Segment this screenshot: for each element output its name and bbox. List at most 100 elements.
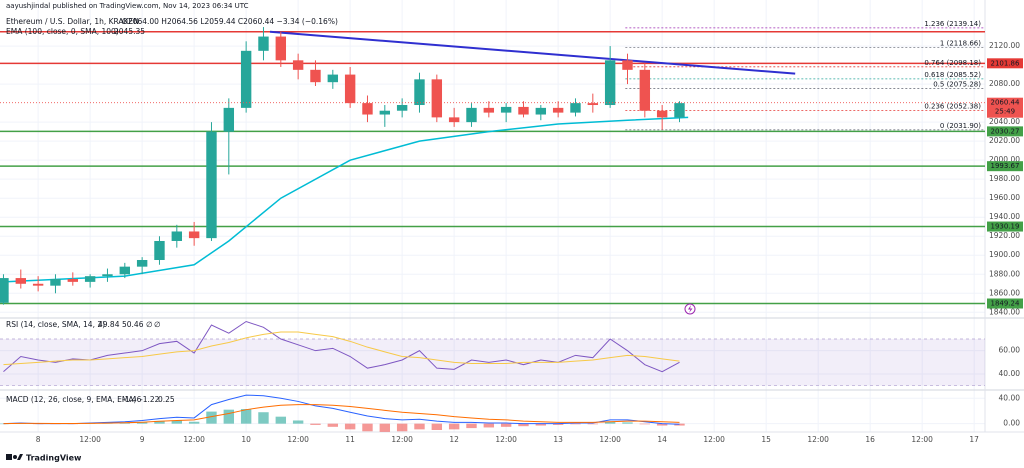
candle-body — [32, 283, 44, 286]
price-tag-label: 2030.27 — [991, 127, 1020, 135]
histogram-bar — [674, 423, 685, 426]
histogram-bar — [552, 423, 564, 425]
histogram-bar — [622, 422, 633, 424]
price-tag — [987, 298, 1023, 309]
grid — [0, 0, 985, 432]
rsi-line — [3, 320, 680, 373]
plot: 8 12:00 9 12:00 10 12:00 11 12:00 12 12:00 13 12:00… — [0, 20, 1023, 444]
ema-label: EMA (100, close, 0, SMA, 100) — [6, 27, 119, 36]
candle-body — [102, 274, 113, 277]
publisher: aayushjindal published on TradingView.co… — [6, 2, 249, 10]
x-tick-label: 12:00 — [911, 435, 933, 444]
histogram-bar — [448, 423, 460, 430]
last-price-label: 2060.44 — [991, 99, 1020, 107]
candle-body — [535, 107, 547, 115]
candle-body — [431, 79, 443, 118]
candle-body — [656, 110, 668, 118]
histogram-bar — [518, 423, 529, 427]
histogram-bar — [154, 420, 165, 424]
price-tag-label: 1849.24 — [991, 300, 1020, 308]
x-tick-label: 12:00 — [703, 435, 725, 444]
x-tick-label: 13 — [553, 435, 563, 444]
candle-body — [171, 231, 183, 241]
fib-label: 0.5 (2075.28) — [933, 81, 981, 89]
candle-body — [275, 36, 287, 61]
price-tag — [987, 161, 1023, 172]
histogram-bar — [396, 423, 408, 432]
histogram-bar — [570, 423, 581, 425]
x-tick-label: 12:00 — [79, 435, 101, 444]
ohlc: O2064.00 H2064.56 L2059.44 C2060.44 −3.3… — [122, 17, 338, 26]
candle-body — [622, 60, 633, 70]
histogram-bar — [136, 421, 148, 424]
histogram-bar — [344, 423, 356, 430]
x-tick-label: 11 — [345, 435, 355, 444]
y-tick-label: 1880.00 — [989, 269, 1020, 278]
y-tick-label: 0.00 — [1003, 419, 1020, 428]
candle-body — [188, 231, 200, 239]
legend-value: 50.46 — [122, 320, 144, 329]
fib-label: 0.618 (2085.52) — [924, 71, 981, 79]
legend-extra: ∅ — [154, 320, 161, 329]
candle-body — [587, 103, 599, 106]
candle-body — [674, 103, 685, 118]
histogram-bar — [483, 423, 495, 428]
candle-body — [518, 106, 529, 115]
brand: TradingView — [26, 454, 82, 463]
macd-title: MACD (12, 26, close, 9, EMA, EMA) — [6, 395, 136, 404]
y-tick-label: 2040.00 — [989, 117, 1020, 126]
countdown-label: 25:49 — [995, 108, 1015, 116]
y-tick-label: 1960.00 — [989, 193, 1020, 202]
fib-label: 1 (2118.66) — [940, 39, 981, 47]
histogram-bar — [466, 423, 477, 429]
price-tag — [987, 58, 1023, 69]
histogram-bar — [587, 423, 599, 425]
histogram-bar — [604, 421, 616, 424]
y-tick-label: 1940.00 — [989, 212, 1020, 221]
histogram-bar — [414, 423, 425, 430]
rsi-line — [3, 331, 680, 366]
fib-label: 0.764 (2098.18) — [924, 59, 981, 67]
price-tag — [987, 221, 1023, 232]
trendline — [269, 30, 796, 75]
candle-body — [136, 260, 148, 267]
y-tick-label: 2000.00 — [989, 155, 1020, 164]
price-tag-label: 1930.19 — [991, 223, 1020, 231]
y-tick-label: 1980.00 — [989, 174, 1020, 183]
histogram-bar — [327, 423, 339, 427]
candle-body — [327, 74, 339, 83]
x-tick-label: 8 — [36, 435, 41, 444]
legend-extra: ∅ — [146, 320, 153, 329]
legend-value: -1.46 — [122, 395, 142, 404]
rsi-title: RSI (14, close, SMA, 14, 2) — [6, 320, 105, 329]
x-tick-label: 12:00 — [183, 435, 205, 444]
candle-body — [414, 79, 425, 106]
candle-body — [448, 117, 460, 123]
histogram-bar — [275, 416, 287, 424]
ema-value: 2045.35 — [114, 27, 145, 36]
y-tick-label: 2120.00 — [989, 41, 1020, 50]
y-tick-label: 1900.00 — [989, 250, 1020, 259]
histogram-bar — [431, 423, 443, 430]
histogram-bar — [206, 411, 217, 424]
candle-body — [258, 36, 269, 51]
candle-body — [223, 107, 235, 132]
y-tick-label: 1840.00 — [989, 307, 1020, 316]
histogram-bar — [656, 423, 668, 426]
x-tick-label: 12:00 — [599, 435, 621, 444]
histogram-bar — [500, 423, 512, 427]
candle-body — [379, 110, 391, 115]
histogram-bar — [258, 412, 269, 424]
macd-line — [3, 394, 680, 425]
x-tick-label: 12 — [449, 435, 459, 444]
y-tick-label: 60.00 — [999, 346, 1021, 355]
y-tick-label: 1860.00 — [989, 288, 1020, 297]
candle-body — [310, 69, 321, 83]
macd-line — [3, 404, 680, 425]
candle-body — [483, 107, 495, 113]
price-tag-label: 1993.67 — [991, 162, 1020, 170]
legend-value: 0.25 — [158, 395, 175, 404]
y-tick-label: 1920.00 — [989, 231, 1020, 240]
candle-body — [240, 50, 252, 108]
candle-body — [119, 266, 131, 275]
